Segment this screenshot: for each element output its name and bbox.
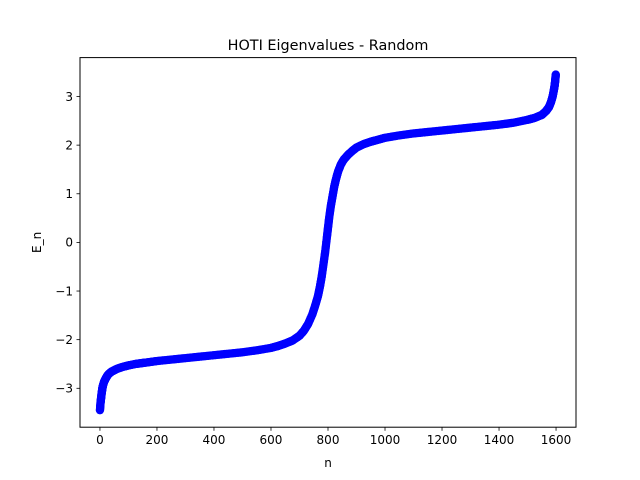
- data-point: [551, 70, 560, 79]
- x-tick-label: 400: [203, 433, 226, 447]
- x-tick-label: 0: [96, 433, 104, 447]
- x-tick-label: 600: [260, 433, 283, 447]
- x-tick-label: 200: [146, 433, 169, 447]
- x-axis-label: n: [324, 456, 332, 470]
- x-tick-label: 1200: [427, 433, 458, 447]
- y-tick-label: 1: [65, 187, 73, 201]
- y-tick-label: 3: [65, 90, 73, 104]
- x-tick-label: 1000: [370, 433, 401, 447]
- x-tick-label: 1600: [541, 433, 572, 447]
- y-axis-ticks: −3 −2 −1 0 1 2 3: [55, 90, 80, 396]
- y-tick-label: −3: [55, 382, 73, 396]
- x-tick-label: 1400: [484, 433, 515, 447]
- scatter-points: [95, 70, 560, 415]
- chart-title: HOTI Eigenvalues - Random: [228, 38, 429, 54]
- y-tick-label: 0: [65, 236, 73, 250]
- y-tick-label: 2: [65, 138, 73, 152]
- x-axis-ticks: 0 200 400 600 800 1000 1200 1400 1600: [96, 427, 571, 447]
- x-tick-label: 800: [317, 433, 340, 447]
- y-tick-label: −2: [55, 333, 73, 347]
- y-tick-label: −1: [55, 284, 73, 298]
- y-axis-label: E_n: [30, 232, 44, 253]
